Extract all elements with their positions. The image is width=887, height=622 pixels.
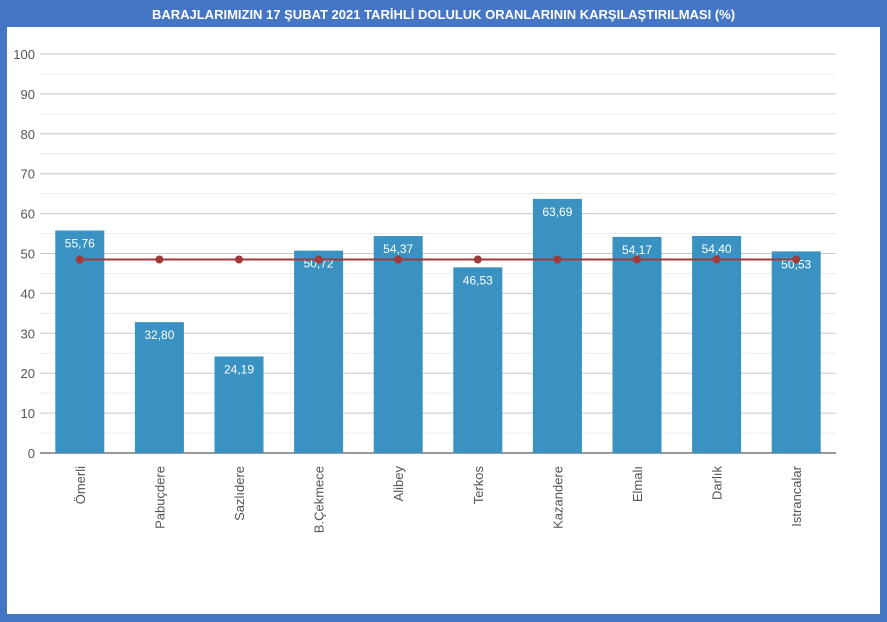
average-point	[712, 255, 721, 264]
y-tick-label: 80	[21, 127, 35, 142]
chart-title: BARAJLARIMIZIN 17 ŞUBAT 2021 TARİHLİ DOL…	[151, 7, 736, 22]
data-label: 54,17	[622, 243, 652, 257]
x-tick-label: Pabuçdere	[152, 466, 167, 529]
x-tick-label: Elmalı	[630, 466, 645, 502]
x-tick-label: Istrancalar	[789, 465, 804, 526]
average-point	[473, 255, 482, 264]
y-tick-label: 90	[21, 87, 35, 102]
bar	[771, 251, 821, 453]
data-label: 24,19	[224, 362, 254, 376]
data-label: 50,53	[781, 257, 811, 271]
bar	[373, 236, 423, 453]
x-tick-label: B.Çekmece	[312, 466, 327, 533]
data-label: 54,37	[383, 242, 413, 256]
bar	[453, 267, 503, 453]
bar	[612, 236, 662, 453]
bar	[55, 230, 105, 453]
y-tick-label: 0	[28, 446, 35, 461]
x-tick-label: Terkos	[471, 466, 486, 505]
y-tick-label: 40	[21, 286, 35, 301]
bar	[134, 322, 184, 453]
average-point	[75, 255, 84, 264]
bar	[294, 250, 344, 453]
bar	[214, 356, 264, 453]
x-tick-label: Kazandere	[550, 466, 565, 529]
average-point	[633, 255, 641, 264]
x-tick-label: Sazlıdere	[232, 466, 247, 521]
y-tick-label: 20	[21, 366, 35, 381]
average-point	[394, 255, 403, 264]
average-point	[314, 255, 323, 264]
average-point	[553, 255, 562, 264]
data-label: 32,80	[144, 328, 174, 342]
x-tick-label: Darlık	[710, 466, 725, 500]
y-tick-label: 10	[21, 406, 35, 421]
average-point	[792, 255, 801, 264]
y-tick-label: 50	[21, 247, 35, 262]
y-tick-label: 70	[21, 167, 35, 182]
x-tick-label: Alibey	[391, 466, 406, 502]
y-tick-label: 60	[21, 207, 35, 222]
y-tick-label: 30	[21, 326, 35, 341]
data-label: 55,76	[65, 237, 95, 251]
x-tick-label: Ömerli	[73, 466, 88, 504]
average-point	[155, 255, 164, 264]
average-point	[235, 255, 243, 264]
bar	[532, 198, 582, 453]
data-label: 54,40	[702, 242, 732, 256]
bar	[692, 235, 742, 453]
data-label: 63,69	[542, 205, 572, 219]
y-tick-label: 100	[13, 47, 35, 62]
data-label: 46,53	[463, 273, 493, 287]
